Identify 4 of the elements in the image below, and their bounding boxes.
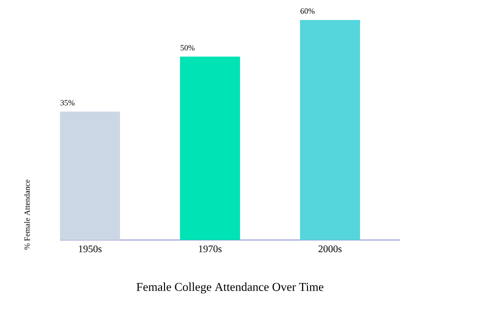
x-tick-label: 1970s bbox=[199, 246, 222, 252]
x-tick-label: 1950s bbox=[78, 246, 102, 252]
x-tick-label: 2000s bbox=[318, 246, 342, 252]
text: Female College Attendance Over Time bbox=[136, 282, 324, 294]
